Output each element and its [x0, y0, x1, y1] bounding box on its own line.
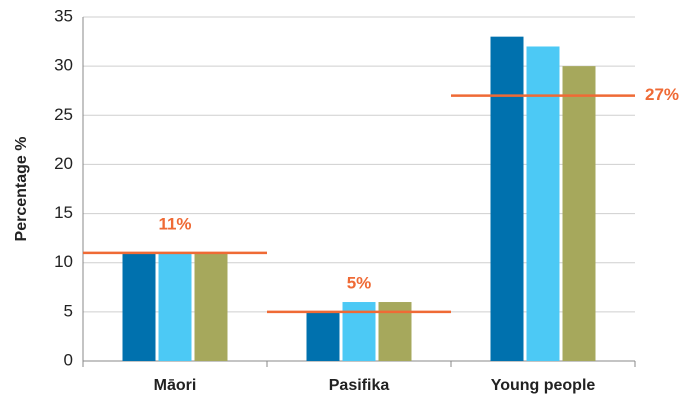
reference-label: 11%	[158, 214, 191, 233]
bar	[122, 252, 156, 361]
bar	[490, 36, 524, 362]
y-tick-label: 10	[54, 252, 73, 271]
bar	[158, 252, 192, 361]
x-tick-label: Pasifika	[329, 377, 390, 394]
y-tick-label: 0	[64, 350, 73, 369]
y-axis-label: Percentage %	[13, 137, 30, 242]
bar	[526, 46, 560, 361]
x-tick-label: Māori	[154, 377, 197, 394]
reference-label: 27%	[645, 85, 679, 104]
y-tick-label: 20	[54, 154, 73, 173]
y-tick-label: 25	[54, 105, 73, 124]
x-tick-label: Young people	[491, 377, 596, 394]
y-tick-label: 30	[54, 56, 73, 75]
bar	[306, 311, 340, 361]
reference-label: 5%	[347, 273, 372, 292]
y-tick-label: 5	[64, 301, 73, 320]
y-tick-label: 35	[54, 6, 73, 25]
bar	[194, 252, 228, 361]
y-tick-label: 15	[54, 203, 73, 222]
bar	[562, 66, 596, 362]
